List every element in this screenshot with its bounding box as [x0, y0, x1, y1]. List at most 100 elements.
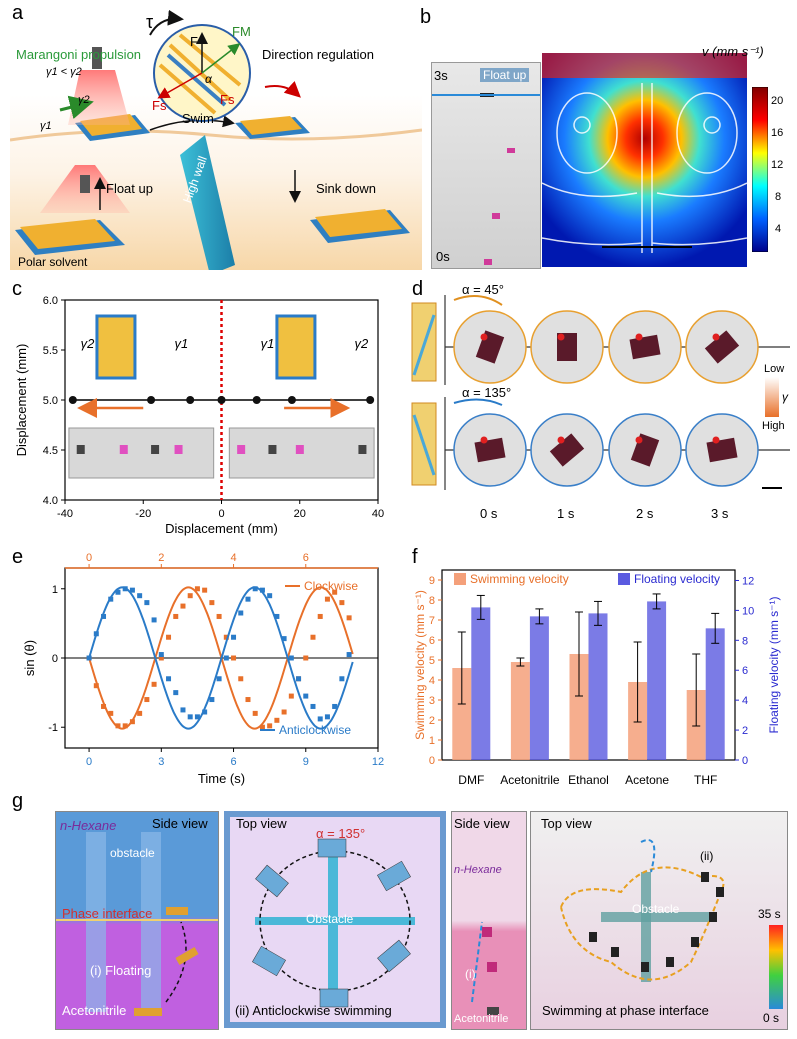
acetonitrile-label-2: Acetonitrile: [454, 1013, 509, 1025]
x-axis-label: Time (s): [198, 771, 245, 786]
y-tick-label: 4.5: [43, 445, 58, 457]
film-icon: [175, 947, 199, 965]
bar-floating: [471, 607, 491, 760]
data-point: [194, 586, 200, 592]
data-point: [324, 714, 330, 720]
obstacle-label: obstacle: [110, 846, 155, 860]
category-label: Acetonitrile: [500, 773, 560, 787]
y2-tick-label: 2: [742, 725, 748, 737]
y-tick-label: 5.0: [43, 395, 58, 407]
data-point: [252, 396, 261, 404]
data-point: [108, 710, 114, 716]
data-point: [115, 589, 121, 595]
y-tick-label: 1: [52, 584, 58, 596]
anticlockwise-label: (ii) Anticlockwise swimming: [235, 1003, 392, 1018]
colorbar-tick: 4: [775, 223, 782, 235]
data-point: [303, 655, 309, 661]
category-label: DMF: [458, 773, 484, 787]
data-point: [231, 634, 237, 640]
data-point: [147, 396, 156, 404]
data-point: [259, 724, 265, 730]
time-label: 0 s: [480, 506, 498, 521]
marker-dot: [712, 333, 720, 341]
marker-dot: [480, 333, 488, 341]
data-point: [166, 634, 172, 640]
top-view-1: [224, 811, 446, 1028]
data-point: [303, 693, 309, 699]
gamma-gradient-bar: [765, 377, 779, 417]
marker-dot: [712, 436, 720, 444]
film-icon: [166, 907, 188, 915]
data-point: [151, 617, 157, 623]
film-icon: [255, 864, 289, 898]
hexane-label-2: n-Hexane: [454, 864, 502, 876]
data-point: [332, 703, 338, 709]
data-point: [180, 603, 186, 609]
data-point: [187, 593, 193, 599]
film-icon: [235, 116, 310, 139]
bar-floating: [647, 601, 667, 760]
data-point: [144, 697, 150, 703]
data-point: [274, 717, 280, 723]
gamma1-label: γ1: [40, 120, 52, 132]
top-x-tick-label: 2: [158, 552, 164, 564]
top-x-tick-label: 0: [86, 552, 92, 564]
data-point: [339, 676, 345, 682]
data-point: [216, 613, 222, 619]
data-point: [68, 396, 77, 404]
data-point: [137, 593, 143, 599]
time-label: 1 s: [557, 506, 575, 521]
data-point: [252, 586, 258, 592]
y-axis-label: sin (θ): [22, 640, 37, 676]
data-point: [317, 613, 323, 619]
x-tick-label: -20: [135, 508, 151, 520]
colorbar-title: v (mm s⁻¹): [702, 44, 764, 59]
Fs-label-left: Fs: [152, 98, 167, 113]
top-x-tick-label: 4: [230, 552, 236, 564]
colorbar-tick: 12: [771, 159, 784, 171]
film-icon: [319, 988, 349, 1008]
gamma1-label-left: γ1: [175, 336, 189, 351]
swim-interface-label: Swimming at phase interface: [542, 1003, 709, 1018]
film-photo: [706, 437, 738, 463]
time-0s-g: 0 s: [763, 1011, 780, 1025]
data-point: [186, 396, 195, 404]
data-point: [166, 676, 172, 682]
y-tick-label: 5: [429, 655, 435, 667]
data-point: [238, 676, 244, 682]
data-point: [209, 697, 215, 703]
data-point: [296, 676, 302, 682]
data-point: [245, 697, 251, 703]
laser-icon: [80, 175, 90, 193]
bar-floating: [529, 616, 549, 760]
side-view-label: Side view: [152, 816, 208, 831]
data-point: [346, 652, 352, 658]
marker-dot: [557, 436, 565, 444]
y-tick-label: 7: [429, 615, 435, 627]
film-photo: [549, 433, 585, 467]
panel-c-chart: -40 -20 0 20 40 4.0 4.5 5.0 5.5 6.0 Displacement (…: [14, 295, 384, 536]
y-tick-label: 8: [429, 595, 435, 607]
panel-a-schematic: [10, 9, 422, 270]
colorbar: [752, 87, 768, 252]
data-point: [366, 396, 375, 404]
data-point: [223, 634, 229, 640]
y-tick-label: 9: [429, 575, 435, 587]
y-tick-label: 1: [429, 735, 435, 747]
photo-film-mark: [76, 445, 85, 454]
marangoni-label: Marangoni propulsion: [16, 47, 142, 62]
panel-d-rotation: [411, 295, 790, 490]
film-icon: [482, 927, 492, 937]
film-icon: [310, 209, 410, 243]
x-tick-label: 20: [294, 508, 306, 520]
alpha-135-label: α = 135°: [462, 385, 512, 400]
floating-label: (i) Floating: [90, 963, 152, 978]
panel-letter-e: e: [12, 546, 24, 568]
data-point: [217, 396, 226, 404]
data-point: [93, 631, 99, 637]
data-point: [288, 655, 294, 661]
gamma-label: γ: [782, 390, 788, 404]
fit-curve: [88, 586, 354, 730]
colorbar-tick: 8: [775, 191, 782, 203]
film-photo: [474, 437, 506, 463]
